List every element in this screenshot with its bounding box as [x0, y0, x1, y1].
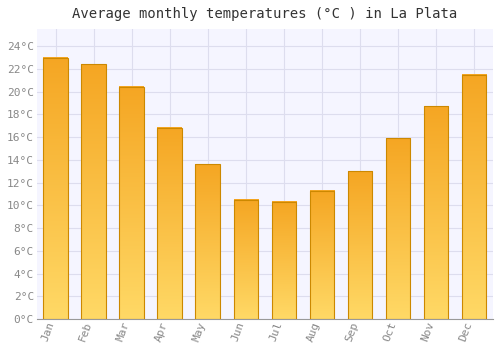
Bar: [462, 75, 486, 319]
Bar: [310, 191, 334, 319]
Bar: [44, 57, 68, 319]
Bar: [196, 164, 220, 319]
Bar: [386, 138, 410, 319]
Bar: [234, 200, 258, 319]
Bar: [120, 87, 144, 319]
Bar: [82, 64, 106, 319]
Title: Average monthly temperatures (°C ) in La Plata: Average monthly temperatures (°C ) in La…: [72, 7, 458, 21]
Bar: [424, 106, 448, 319]
Bar: [272, 202, 296, 319]
Bar: [348, 171, 372, 319]
Bar: [158, 128, 182, 319]
